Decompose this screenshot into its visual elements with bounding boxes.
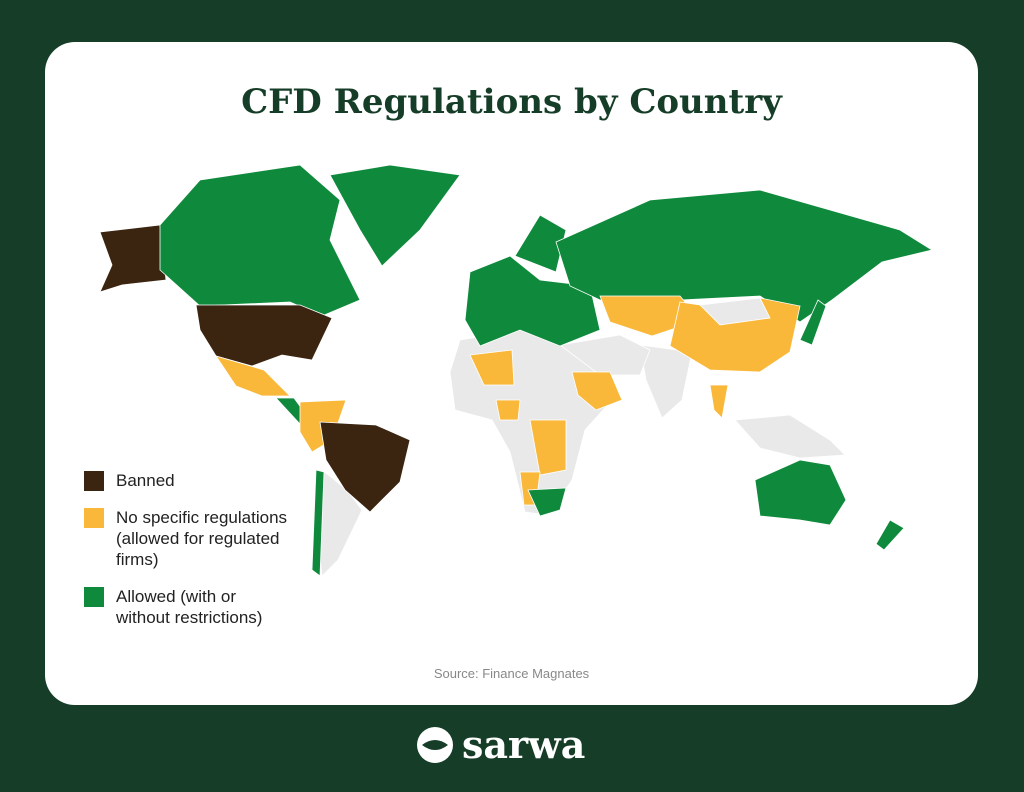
east-africa bbox=[529, 419, 567, 476]
brand-logo: sarwa bbox=[416, 722, 585, 767]
legend-item: No specific regulations (allowed for reg… bbox=[84, 507, 304, 570]
china bbox=[669, 297, 801, 373]
middle-east bbox=[559, 334, 651, 376]
chile bbox=[311, 469, 325, 577]
legend-swatch bbox=[84, 587, 104, 607]
nigeria bbox=[495, 399, 521, 421]
legend-item: Allowed (with or without restrictions) bbox=[84, 586, 304, 628]
brand-icon bbox=[417, 726, 453, 763]
scandinavia bbox=[514, 214, 567, 273]
legend-label: Allowed (with or without restrictions) bbox=[116, 587, 263, 627]
legend-swatch bbox=[84, 471, 104, 491]
japan bbox=[799, 299, 827, 346]
legend-label: Banned bbox=[116, 471, 175, 490]
thailand bbox=[709, 384, 729, 419]
usa bbox=[195, 304, 333, 367]
legend: Banned No specific regulations (allowed f… bbox=[84, 470, 304, 644]
source: Source: Finance Magnates bbox=[433, 666, 590, 681]
title: CFD Regulations by Country bbox=[241, 82, 782, 122]
new-zealand bbox=[875, 519, 905, 551]
europe bbox=[464, 255, 601, 347]
south-africa bbox=[527, 487, 567, 517]
se-asia bbox=[734, 414, 846, 459]
mexico bbox=[215, 355, 291, 397]
legend-item: Banned bbox=[84, 470, 304, 491]
greenland bbox=[329, 164, 461, 267]
world-map bbox=[99, 164, 934, 577]
alaska bbox=[99, 224, 167, 293]
brand-name: sarwa bbox=[462, 722, 586, 767]
saudi-arabia bbox=[571, 371, 623, 411]
card: CFD Regulations by Country bbox=[45, 42, 978, 705]
australia bbox=[754, 459, 847, 526]
legend-label: No specific regulations (allowed for reg… bbox=[116, 508, 288, 569]
algeria bbox=[469, 349, 515, 386]
russia bbox=[555, 189, 934, 323]
brazil bbox=[319, 421, 411, 513]
canada bbox=[159, 164, 361, 317]
legend-swatch bbox=[84, 508, 104, 528]
